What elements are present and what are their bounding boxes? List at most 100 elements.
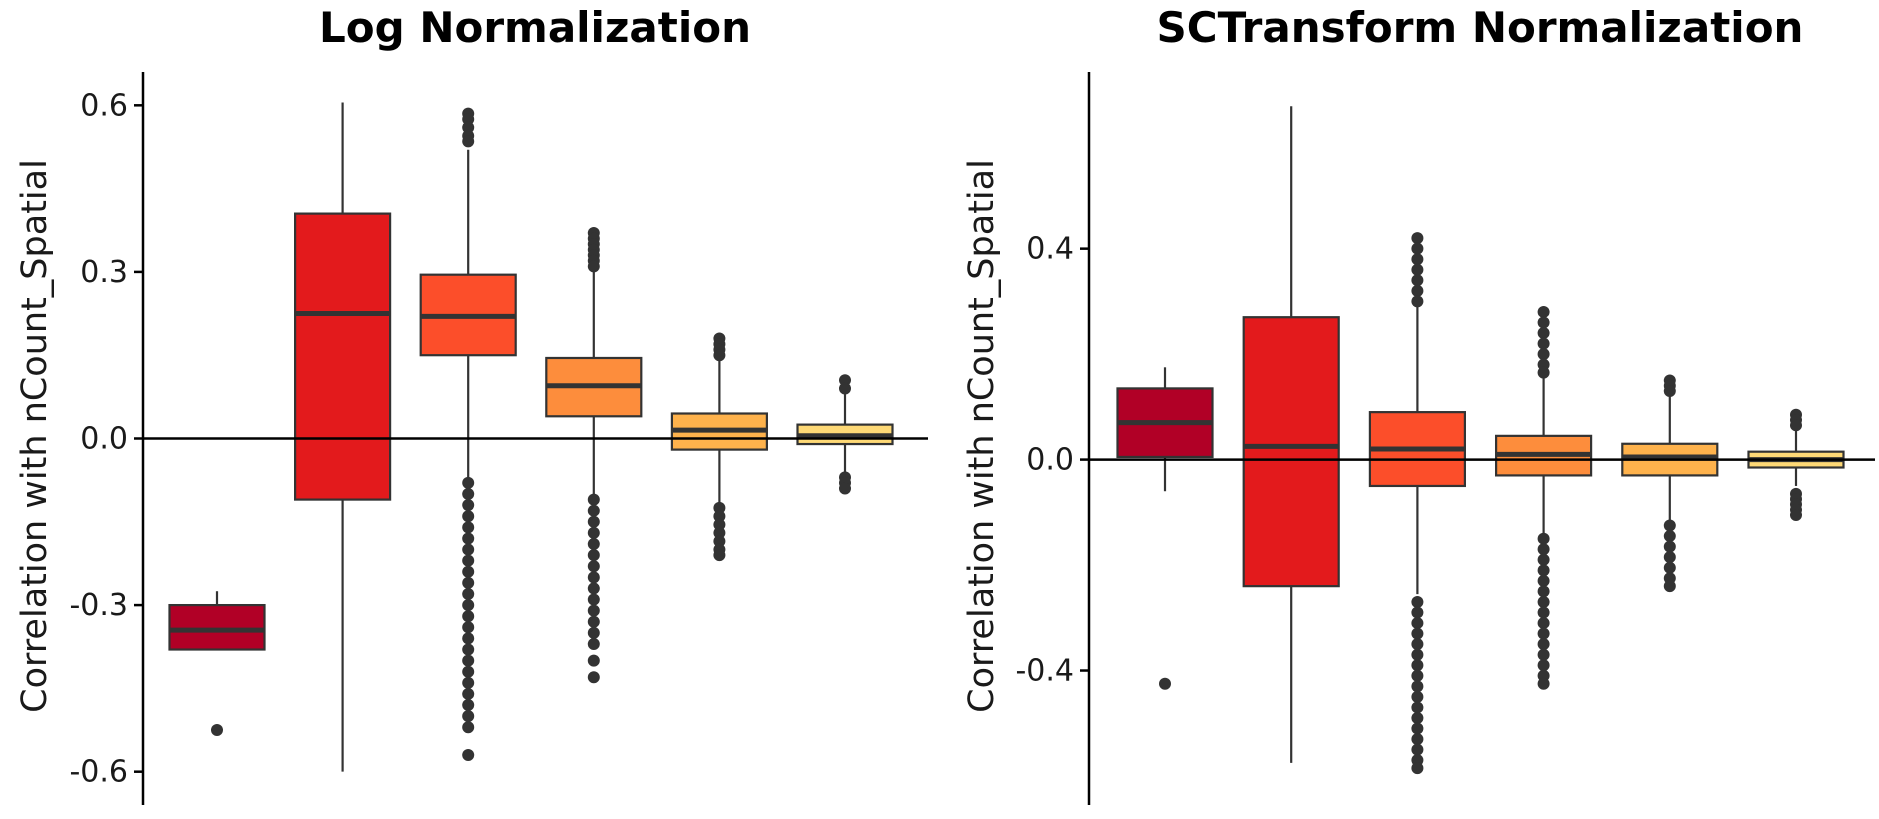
outlier-point [1537, 543, 1550, 556]
outlier-point [587, 504, 600, 517]
panel-sctransform-normalization: SCTransform Normalization Correlation wi… [962, 3, 1875, 805]
outlier-point [587, 582, 600, 595]
outlier-point [1537, 327, 1550, 340]
outlier-point [1537, 585, 1550, 598]
y-axis-title: Correlation with nCount_Spatial [962, 159, 1002, 713]
outlier-point [1537, 617, 1550, 630]
outlier-point [1663, 519, 1676, 532]
outlier-point [1411, 711, 1424, 724]
outlier-point [1537, 553, 1550, 566]
outlier-point [462, 488, 475, 501]
outlier-point [713, 501, 726, 514]
outlier-point [1411, 263, 1424, 276]
outlier-point [1411, 242, 1424, 255]
outlier-point [462, 499, 475, 512]
outlier-point [462, 576, 475, 589]
outlier-point [1411, 733, 1424, 746]
outlier-point [1411, 274, 1424, 287]
outlier-point [462, 554, 475, 567]
outlier-point [462, 121, 475, 134]
outlier-point [713, 526, 726, 539]
y-tick-label: -0.4 [1015, 654, 1074, 689]
outlier-point [1537, 627, 1550, 640]
outlier-point [1411, 638, 1424, 651]
box-2 [1242, 106, 1340, 763]
outlier-point [462, 643, 475, 656]
outlier-point [1411, 722, 1424, 735]
outlier-point [839, 374, 851, 387]
outlier-point [462, 710, 475, 723]
outlier-point [462, 587, 475, 600]
outlier-point [1411, 743, 1424, 756]
outlier-point [462, 665, 475, 678]
y-tick-label: 0.0 [80, 422, 128, 457]
box-1 [1116, 367, 1214, 690]
box-4 [545, 227, 643, 684]
outlier-point [1663, 540, 1676, 553]
outlier-point [1411, 606, 1424, 619]
outlier-point [587, 654, 600, 667]
outlier-point [462, 749, 475, 762]
outlier-point [587, 615, 600, 628]
outlier-point [211, 724, 223, 737]
outlier-point [1411, 762, 1424, 775]
outlier-point [1790, 508, 1802, 521]
outlier-point [1537, 564, 1550, 577]
outlier-point [1411, 232, 1424, 245]
outlier-point [1663, 580, 1676, 593]
outlier-point [587, 637, 600, 650]
outlier-point [1790, 419, 1802, 432]
outlier-point [1411, 648, 1424, 661]
outlier-point [587, 626, 600, 639]
outlier-point [462, 621, 475, 634]
outlier-point [1537, 316, 1550, 329]
box-6 [1747, 408, 1845, 521]
outlier-point [462, 721, 475, 734]
box-5 [1621, 374, 1719, 593]
y-tick-label: -0.6 [69, 755, 128, 790]
outlier-point [1663, 561, 1676, 574]
outlier-point [1663, 530, 1676, 543]
box-6 [796, 374, 894, 495]
box-3 [419, 107, 517, 762]
outlier-point [839, 482, 851, 495]
outlier-point [462, 543, 475, 556]
outlier-point [587, 526, 600, 539]
outlier-point [1537, 337, 1550, 350]
panel-title: Log Normalization [319, 3, 751, 52]
outlier-point [1537, 595, 1550, 608]
outlier-point [462, 565, 475, 578]
outlier-point [462, 676, 475, 689]
box-rect [294, 212, 392, 501]
outlier-point [1411, 669, 1424, 682]
outlier-point [587, 560, 600, 573]
panel-log-normalization: Log Normalization Correlation with nCoun… [15, 3, 928, 805]
outlier-point [1411, 701, 1424, 714]
boxplot-series [168, 102, 894, 772]
outlier-point [587, 538, 600, 551]
outlier-point [587, 549, 600, 562]
y-tick-label: 0.3 [80, 255, 128, 290]
outlier-point [587, 671, 600, 684]
outlier-point [462, 654, 475, 667]
box-1 [168, 591, 266, 737]
outlier-point [713, 510, 726, 523]
outlier-point [1411, 253, 1424, 266]
outlier-point [1411, 284, 1424, 297]
outlier-point [462, 532, 475, 545]
outlier-point [713, 349, 726, 362]
outlier-point [1537, 305, 1550, 318]
outlier-point [1411, 595, 1424, 608]
outlier-point [587, 571, 600, 584]
outlier-point [713, 518, 726, 531]
outlier-point [713, 549, 726, 562]
outlier-point [462, 135, 475, 148]
outlier-point [1663, 385, 1676, 398]
outlier-point [462, 610, 475, 623]
outlier-point [1411, 680, 1424, 693]
outlier-point [462, 521, 475, 534]
outlier-point [1411, 659, 1424, 672]
box-rect [168, 603, 266, 651]
outlier-point [1537, 366, 1550, 379]
